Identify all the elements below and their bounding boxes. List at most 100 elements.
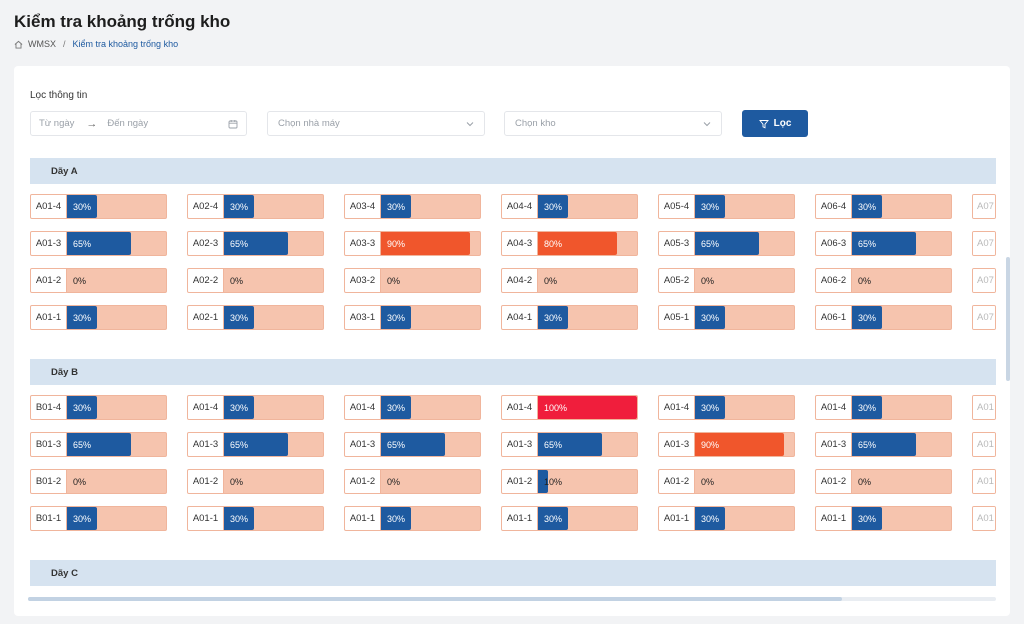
- bin-code: A01-3: [345, 433, 381, 456]
- storage-bin[interactable]: A01-3 65%: [815, 432, 952, 457]
- storage-bin[interactable]: A01: [972, 395, 996, 420]
- storage-bin[interactable]: A01-2 0%: [187, 469, 324, 494]
- storage-bin[interactable]: A06-2 0%: [815, 268, 952, 293]
- storage-bin[interactable]: A05-1 30%: [658, 305, 795, 330]
- capacity-percent: 30%: [858, 312, 877, 323]
- bin-code: A01: [973, 433, 995, 456]
- storage-bin[interactable]: A01-2 0%: [30, 268, 167, 293]
- storage-bin[interactable]: B01-2 0%: [30, 469, 167, 494]
- storage-bin[interactable]: A05-2 0%: [658, 268, 795, 293]
- capacity-bar: 30%: [852, 396, 951, 419]
- capacity-fill: [381, 232, 471, 255]
- storage-bin[interactable]: A01-3 65%: [187, 432, 324, 457]
- storage-bin[interactable]: A01-4 30%: [658, 395, 795, 420]
- capacity-percent: 65%: [701, 238, 720, 249]
- storage-bin[interactable]: A05-4 30%: [658, 194, 795, 219]
- capacity-bar: 80%: [538, 232, 637, 255]
- storage-bin[interactable]: A06-1 30%: [815, 305, 952, 330]
- storage-bin[interactable]: A02-4 30%: [187, 194, 324, 219]
- capacity-percent: 30%: [387, 402, 406, 413]
- storage-bin[interactable]: B01-3 65%: [30, 432, 167, 457]
- horizontal-scrollbar[interactable]: [28, 597, 996, 601]
- storage-bin[interactable]: B01-1 30%: [30, 506, 167, 531]
- breadcrumb: WMSX / Kiểm tra khoảng trống kho: [14, 39, 178, 49]
- filter-label: Lọc thông tin: [30, 90, 88, 101]
- capacity-bar: 30%: [695, 195, 794, 218]
- capacity-percent: 0%: [73, 476, 87, 487]
- storage-bin[interactable]: A05-3 65%: [658, 231, 795, 256]
- storage-bin[interactable]: A01-2 10%: [501, 469, 638, 494]
- storage-bin[interactable]: A01-2 0%: [815, 469, 952, 494]
- storage-bin[interactable]: A01-1 30%: [30, 305, 167, 330]
- vertical-scrollbar-thumb[interactable]: [1006, 257, 1010, 381]
- capacity-fill: [381, 507, 411, 530]
- capacity-percent: 30%: [387, 513, 406, 524]
- storage-bin[interactable]: A04-4 30%: [501, 194, 638, 219]
- capacity-bar: 0%: [695, 269, 794, 292]
- capacity-fill: [224, 306, 254, 329]
- storage-bin[interactable]: A01-3 65%: [30, 231, 167, 256]
- storage-bin[interactable]: A02-2 0%: [187, 268, 324, 293]
- storage-bin[interactable]: A06-3 65%: [815, 231, 952, 256]
- storage-bin[interactable]: A06-4 30%: [815, 194, 952, 219]
- storage-bin[interactable]: A04-2 0%: [501, 268, 638, 293]
- storage-bin[interactable]: A01-2 0%: [344, 469, 481, 494]
- storage-bin[interactable]: A07: [972, 194, 996, 219]
- date-range-picker[interactable]: Từ ngày → Đến ngày: [30, 111, 247, 136]
- calendar-icon[interactable]: [228, 119, 238, 129]
- from-date-input[interactable]: Từ ngày: [39, 118, 75, 129]
- storage-bin[interactable]: A01-3 90%: [658, 432, 795, 457]
- capacity-percent: 30%: [701, 513, 720, 524]
- storage-bin[interactable]: A01-3 65%: [501, 432, 638, 457]
- storage-bin[interactable]: A03-4 30%: [344, 194, 481, 219]
- storage-bin[interactable]: A07: [972, 231, 996, 256]
- storage-bin[interactable]: A01-1 30%: [815, 506, 952, 531]
- bin-code: A01-3: [502, 433, 538, 456]
- storage-bin[interactable]: A01-4 100%: [501, 395, 638, 420]
- storage-bin[interactable]: B01-4 30%: [30, 395, 167, 420]
- bin-code: A01-4: [816, 396, 852, 419]
- storage-bin[interactable]: A03-3 90%: [344, 231, 481, 256]
- storage-bin[interactable]: A01-4 30%: [30, 194, 167, 219]
- storage-bin[interactable]: A01: [972, 506, 996, 531]
- storage-bin[interactable]: A07: [972, 268, 996, 293]
- capacity-bar: 90%: [381, 232, 480, 255]
- storage-bin[interactable]: A01-4 30%: [344, 395, 481, 420]
- storage-bin[interactable]: A02-3 65%: [187, 231, 324, 256]
- storage-bin[interactable]: A01-1 30%: [344, 506, 481, 531]
- factory-select-placeholder: Chọn nhà máy: [278, 118, 340, 129]
- breadcrumb-root[interactable]: WMSX: [28, 39, 56, 49]
- storage-bin[interactable]: A03-1 30%: [344, 305, 481, 330]
- capacity-percent: 0%: [230, 476, 244, 487]
- to-date-input[interactable]: Đến ngày: [107, 118, 149, 129]
- storage-bin[interactable]: A07: [972, 305, 996, 330]
- storage-bin[interactable]: A01-1 30%: [187, 506, 324, 531]
- storage-bin[interactable]: A01-2 0%: [658, 469, 795, 494]
- warehouse-select[interactable]: Chọn kho: [504, 111, 722, 136]
- bin-code: A01-2: [31, 269, 67, 292]
- row-header: Dãy B: [30, 359, 996, 385]
- storage-bin[interactable]: A01-3 65%: [344, 432, 481, 457]
- capacity-percent: 65%: [230, 238, 249, 249]
- capacity-percent: 100%: [544, 402, 568, 413]
- filter-button[interactable]: Lọc: [742, 110, 808, 137]
- storage-bin[interactable]: A04-1 30%: [501, 305, 638, 330]
- bin-code: A01: [973, 507, 995, 530]
- storage-bin[interactable]: A01-4 30%: [187, 395, 324, 420]
- home-icon[interactable]: [14, 40, 23, 49]
- horizontal-scrollbar-thumb[interactable]: [28, 597, 842, 601]
- storage-bin[interactable]: A01-4 30%: [815, 395, 952, 420]
- storage-bin[interactable]: A03-2 0%: [344, 268, 481, 293]
- storage-bin[interactable]: A02-1 30%: [187, 305, 324, 330]
- capacity-percent: 90%: [387, 238, 406, 249]
- storage-bin[interactable]: A01: [972, 469, 996, 494]
- storage-bin[interactable]: A01-1 30%: [658, 506, 795, 531]
- storage-bin[interactable]: A01-1 30%: [501, 506, 638, 531]
- factory-select[interactable]: Chọn nhà máy: [267, 111, 485, 136]
- capacity-bar: 30%: [224, 306, 323, 329]
- storage-bin[interactable]: A01: [972, 432, 996, 457]
- chevron-down-icon: [466, 121, 474, 126]
- bin-code: A03-4: [345, 195, 381, 218]
- storage-bin[interactable]: A04-3 80%: [501, 231, 638, 256]
- bin-code: A02-1: [188, 306, 224, 329]
